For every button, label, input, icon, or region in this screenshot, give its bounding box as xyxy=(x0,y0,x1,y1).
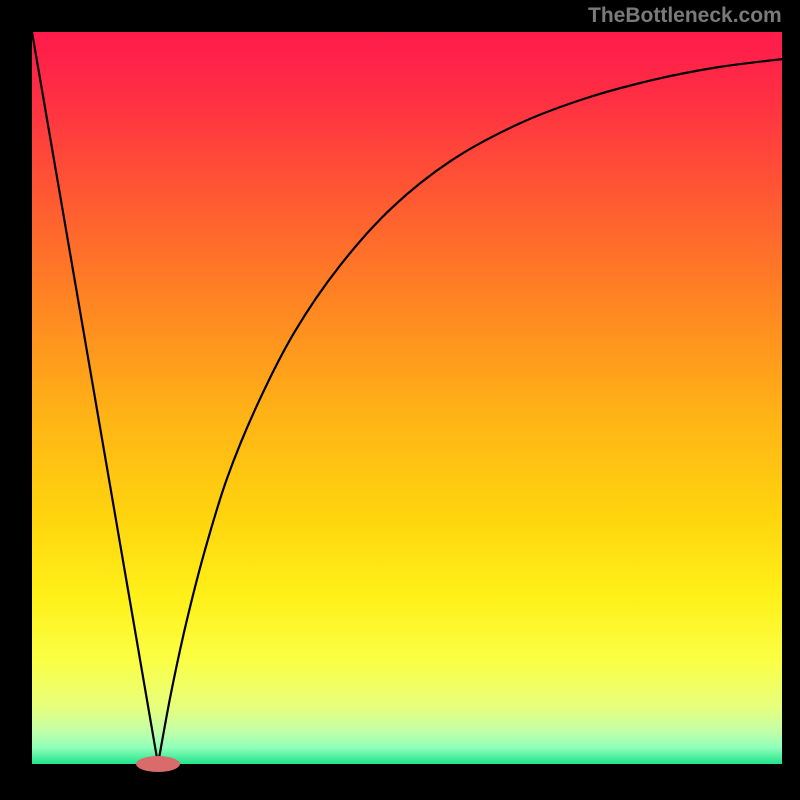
chart-container: TheBottleneck.com xyxy=(0,0,800,800)
gradient-background xyxy=(32,32,782,764)
chart-svg xyxy=(32,32,782,782)
apex-marker xyxy=(136,756,180,772)
watermark-text: TheBottleneck.com xyxy=(588,4,782,28)
plot-area xyxy=(32,32,782,782)
